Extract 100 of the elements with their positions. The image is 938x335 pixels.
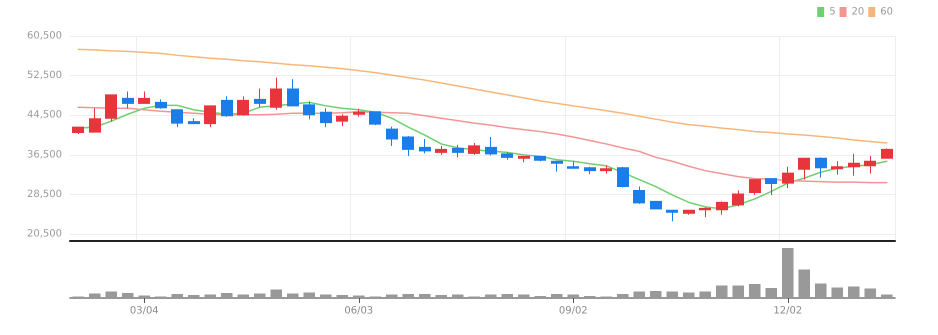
candlestick — [386, 126, 398, 146]
candlestick — [798, 158, 810, 180]
bar — [501, 294, 514, 298]
x-tick-label: 06/03 — [344, 306, 374, 316]
bar — [633, 292, 646, 298]
x-tick-label: 03/04 — [130, 306, 159, 316]
bar — [831, 288, 844, 298]
line-series — [78, 106, 888, 184]
candlestick — [617, 166, 629, 188]
candlestick — [749, 178, 761, 196]
x-tick-label: 12/02 — [773, 306, 802, 316]
bar — [418, 294, 431, 298]
bar — [814, 284, 827, 298]
candlestick — [699, 206, 711, 218]
candlestick — [716, 200, 728, 216]
bar — [336, 295, 348, 298]
candlestick — [534, 155, 546, 162]
legend-label: 5 — [829, 6, 836, 18]
y-tick-label: 20,500 — [27, 228, 62, 240]
bar — [204, 294, 216, 298]
candlestick — [765, 178, 777, 196]
bar — [237, 294, 250, 298]
candlestick — [122, 90, 134, 109]
candlestick — [485, 136, 497, 156]
candlestick — [683, 209, 695, 216]
bar — [386, 294, 398, 298]
bar — [220, 293, 233, 298]
candlestick — [518, 156, 530, 163]
candlestick — [881, 148, 893, 160]
bar — [303, 292, 316, 298]
legend-label: 20 — [852, 6, 864, 18]
bar — [171, 294, 184, 298]
bar — [567, 294, 580, 298]
bar — [88, 294, 101, 298]
candlestick — [89, 108, 101, 134]
bar — [122, 293, 134, 298]
bar — [452, 294, 464, 298]
bar — [435, 295, 448, 298]
bar — [748, 284, 761, 298]
candlestick — [221, 96, 233, 118]
candlestick — [815, 156, 827, 178]
bar — [732, 286, 744, 298]
candlestick — [155, 98, 167, 110]
candlestick — [831, 160, 843, 176]
candlestick — [666, 210, 678, 222]
legend-label: 60 — [880, 6, 894, 18]
bar — [682, 292, 695, 298]
candlestick — [287, 78, 299, 106]
bar — [864, 288, 876, 298]
bar — [782, 248, 794, 298]
candlestick — [204, 104, 216, 128]
candlestick — [584, 166, 596, 175]
bar — [616, 294, 629, 298]
candlestick — [303, 100, 315, 120]
bar — [484, 294, 497, 298]
bar — [270, 290, 282, 298]
candlestick — [468, 142, 480, 156]
y-tick-label: 28,500 — [27, 188, 62, 200]
candlestick — [848, 153, 860, 176]
candlestick — [567, 160, 579, 170]
candlestick — [105, 94, 117, 122]
candlestick — [452, 144, 464, 158]
candlestick — [72, 126, 84, 135]
bar — [765, 288, 778, 298]
bar — [105, 292, 118, 298]
candlestick — [551, 160, 563, 172]
x-tick-label: 09/02 — [558, 306, 588, 316]
y-tick-label: 60,500 — [27, 30, 62, 42]
candlestick — [320, 108, 332, 128]
y-tick-label: 52,500 — [27, 70, 62, 82]
candlestick — [633, 186, 645, 204]
candlestick — [336, 114, 348, 127]
bar — [550, 294, 563, 298]
candlestick — [353, 108, 365, 118]
y-tick-label: 44,500 — [27, 110, 62, 121]
candlestick — [782, 166, 794, 189]
bar — [848, 286, 860, 298]
bar — [320, 294, 332, 298]
bar — [666, 292, 678, 298]
candlestick — [435, 145, 447, 156]
bar — [880, 294, 893, 298]
candlestick — [402, 136, 414, 156]
candlestick — [600, 165, 612, 174]
y-tick-label: 36,500 — [27, 149, 62, 160]
bar — [716, 286, 728, 298]
candlestick — [732, 190, 744, 207]
candlestick — [237, 96, 249, 116]
bar — [402, 294, 414, 298]
candlestick — [501, 152, 513, 160]
line-series — [78, 48, 888, 144]
bar — [188, 295, 200, 298]
candlestick — [650, 200, 662, 210]
bar — [650, 291, 662, 298]
candlestick — [419, 138, 431, 154]
bar — [286, 294, 299, 298]
bar — [699, 292, 712, 298]
candlestick — [138, 90, 150, 104]
bar — [254, 294, 266, 298]
bar — [518, 294, 530, 298]
candlestick — [188, 118, 200, 125]
